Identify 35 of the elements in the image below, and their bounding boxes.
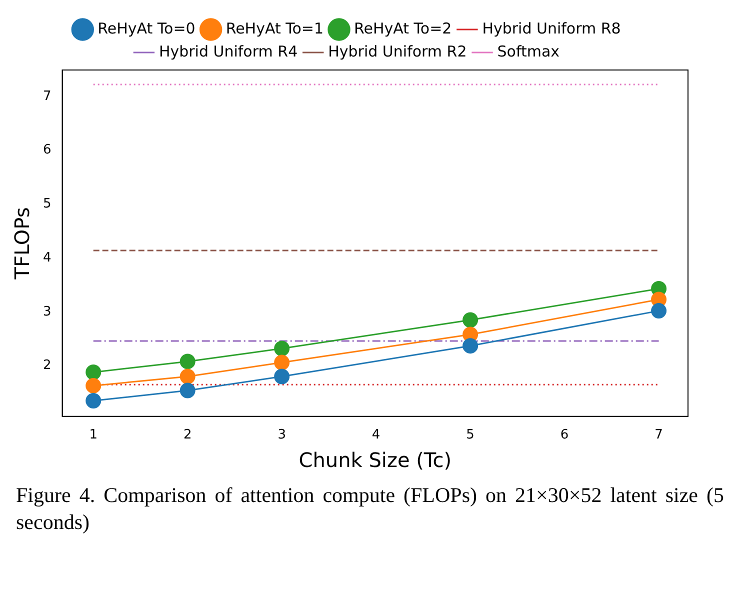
x-axis-title: Chunk Size (Tc)	[298, 448, 452, 472]
legend-label: Hybrid Uniform R2	[328, 42, 467, 60]
legend-label: ReHyAt To=0	[98, 19, 196, 38]
point	[274, 368, 290, 384]
point	[651, 303, 667, 319]
point	[86, 393, 102, 409]
legend-label: ReHyAt To=1	[226, 19, 324, 38]
point	[180, 382, 196, 398]
y-tick-label: 4	[42, 250, 52, 266]
caption: Figure 4. Comparison of attention compute (FLOPs) on 21×30×52 latent size (5 seconds)	[15, 482, 725, 536]
x-tick-label: 5	[466, 428, 474, 443]
y-axis-title: TFLOPs	[10, 207, 34, 280]
legend-label: Hybrid Uniform R8	[482, 19, 621, 38]
point	[274, 340, 290, 356]
legend-label: Softmax	[497, 42, 560, 60]
x-tick-label: 3	[278, 428, 286, 443]
legend-label: ReHyAt To=2	[354, 19, 452, 38]
point	[86, 378, 102, 394]
point	[462, 338, 478, 354]
y-tick-label: 7	[42, 88, 52, 104]
y-tick-label: 6	[42, 142, 52, 158]
x-tick-label: 7	[654, 428, 663, 443]
x-tick-label: 1	[89, 428, 98, 443]
point	[180, 354, 196, 370]
point	[86, 364, 102, 380]
point	[180, 368, 196, 384]
y-tick-label: 2	[42, 358, 52, 374]
x-tick-label: 2	[183, 428, 192, 443]
y-tick-label: 5	[42, 196, 52, 212]
y-tick-label: 3	[42, 304, 52, 320]
point	[274, 354, 290, 370]
x-tick-label: 4	[372, 428, 380, 443]
x-tick-label: 6	[560, 428, 569, 443]
legend-label: Hybrid Uniform R4	[158, 42, 298, 60]
point	[462, 312, 478, 328]
